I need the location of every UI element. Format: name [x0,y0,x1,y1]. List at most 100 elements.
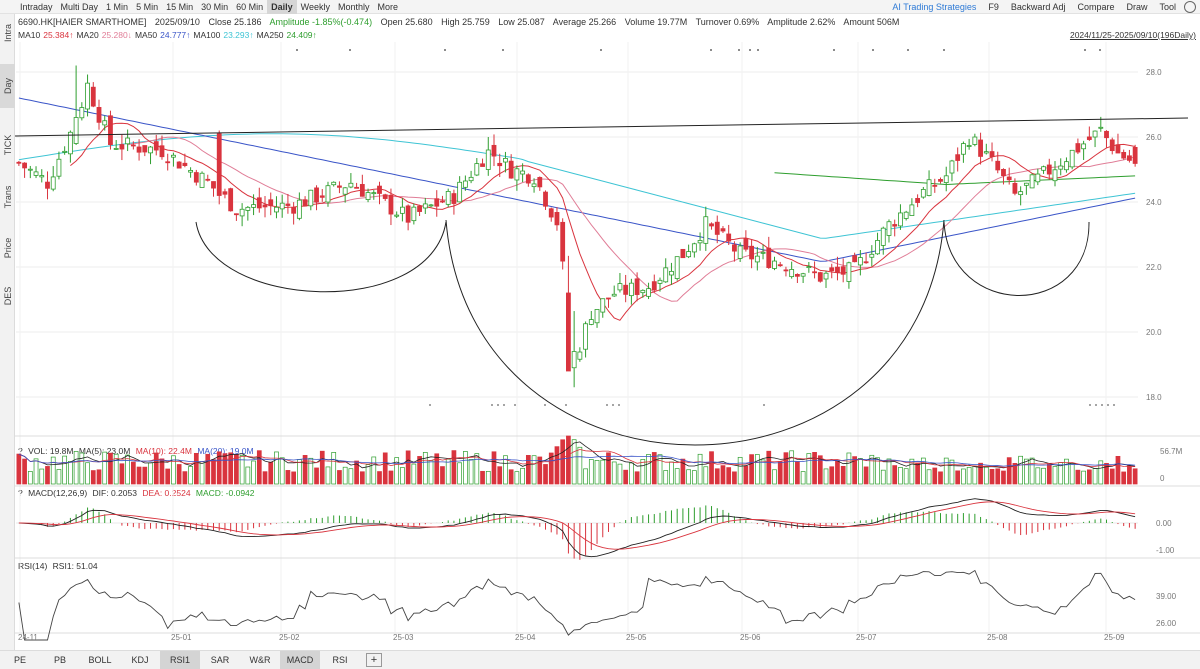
compare-button[interactable]: Compare [1077,2,1115,12]
volume-bar [1121,471,1127,485]
period-tab-30-min[interactable]: 30 Min [201,2,229,12]
symbol-label: 6690.HK[HAIER SMARTHOME] [18,17,147,27]
candle-body [239,208,245,217]
indicator-tab-wr[interactable]: W&R [249,655,271,665]
add-indicator-button[interactable]: + [366,653,382,667]
candle-body [45,181,50,189]
period-tab-weekly[interactable]: Weekly [300,2,330,12]
settings-icon[interactable] [1184,1,1196,13]
side-tab-day[interactable]: Day [0,64,15,108]
date-tick-label: 25-02 [279,633,300,642]
candle-body [142,145,148,153]
volume-bar [600,459,606,485]
volume-bar [938,471,943,485]
candle-body [176,161,182,169]
candle-body [520,170,526,175]
period-tab-daily[interactable]: Daily [267,0,297,14]
indicator-tab-rsi[interactable]: RSI [332,655,348,665]
candle-body [211,181,216,189]
period-tab-5-min[interactable]: 5 Min [136,2,159,12]
volume-bar [39,468,45,485]
candle-body [932,184,938,187]
event-marker [349,49,351,51]
candle-body [33,171,39,176]
volume-bar [629,462,634,485]
volume-bar [1098,460,1104,485]
low-label: Low 25.087 [498,17,545,27]
indicator-tab-sar[interactable]: SAR [210,655,230,665]
volume-bar [783,452,789,485]
period-tab-monthly[interactable]: Monthly [337,2,370,12]
candle-body [983,151,989,154]
price-tick-label: 20.0 [1146,328,1162,337]
ai-strategies-button[interactable]: AI Trading Strategies [892,2,977,12]
indicator-tab-kdj[interactable]: KDJ [131,655,149,665]
period-tab-15-min[interactable]: 15 Min [166,2,194,12]
volume-bar [869,454,875,485]
volume-bar [16,453,22,485]
candle-body [806,266,812,269]
dividend-marker [514,404,516,406]
volume-bar [279,457,285,485]
rsi-params: RSI(14) [18,561,48,571]
candle-body [869,253,875,258]
dividend-marker [429,404,431,406]
top-toolbar: Intraday Multi Day 1 Min 5 Min 15 Min 30 Min 6… [0,0,1200,14]
event-marker [749,49,751,51]
period-tab-more[interactable]: More [377,2,399,12]
candle-body [108,115,113,145]
indicator-tab-pb[interactable]: PB [53,655,66,665]
rsi-value: RSI1: 51.04 [52,561,98,571]
candle-body [67,131,73,155]
date-tick-label: 25-08 [987,633,1008,642]
volume-bar [440,466,445,485]
candle-body [354,186,360,189]
indicator-tab-rsi1[interactable]: RSI1 [160,651,200,669]
indicator-tab-macd[interactable]: MACD [280,651,320,669]
volume-bar [1127,465,1132,485]
period-tab-intraday[interactable]: Intraday [20,2,53,12]
volume-bar [176,464,182,485]
candle-body [245,206,251,211]
period-tab-1-min[interactable]: 1 Min [106,2,129,12]
candle-body [577,351,583,360]
volume-bar [90,470,96,485]
ma-legend: MA10 25.384↑ MA20 25.280↓ MA50 24.777↑ MA100 23… [18,30,320,40]
candle-body [651,281,657,291]
candle-body [485,149,491,170]
event-marker [1099,49,1101,51]
volume-bar [113,453,119,485]
volume-bar [1035,467,1041,485]
macd-params: MACD(12,26,9) [28,488,88,498]
volume-bar [262,471,268,485]
candle-body [600,298,606,313]
volume-bar [445,458,451,485]
indicator-tab-pe[interactable]: PE [13,655,26,665]
candle-body [794,274,800,277]
candle-body [1006,176,1012,181]
volume-bar [978,462,983,485]
stock-chart[interactable]: 28.0 26.0 24.0 22.0 20.0 18.0 56.7M 0 0.00 -1.00 3… [0,0,1200,650]
volume-bar [1086,469,1092,485]
period-tabs: Intraday Multi Day 1 Min 5 Min 15 Min 30 Min 6… [16,0,402,14]
candle-body [1098,126,1104,129]
volume-bar [852,456,857,485]
volume-bar [171,455,176,485]
volume-bar [829,466,835,485]
candle-body [1109,139,1115,152]
draw-button[interactable]: Draw [1126,2,1148,12]
f9-button[interactable]: F9 [988,2,999,12]
backward-adj-button[interactable]: Backward Adj [1010,2,1066,12]
volume-bar [457,462,463,485]
rsi-legend: RSI(14) RSI1: 51.04 [18,561,101,571]
indicator-tab-boll[interactable]: BOLL [88,655,112,665]
candle-body [331,181,337,186]
volume-bar [915,462,920,485]
period-tab-multi-day[interactable]: Multi Day [60,2,99,12]
candle-body [50,176,56,190]
date-range-label[interactable]: 2024/11/25-2025/09/10(196Daily) [1069,30,1196,40]
volume-bar [743,465,749,485]
indicator-tabs: PE PB BOLL KDJ RSI1 SAR W&R MACD RSI + [0,650,1200,669]
tool-button[interactable]: Tool [1159,2,1176,12]
period-tab-60-min[interactable]: 60 Min [236,2,264,12]
